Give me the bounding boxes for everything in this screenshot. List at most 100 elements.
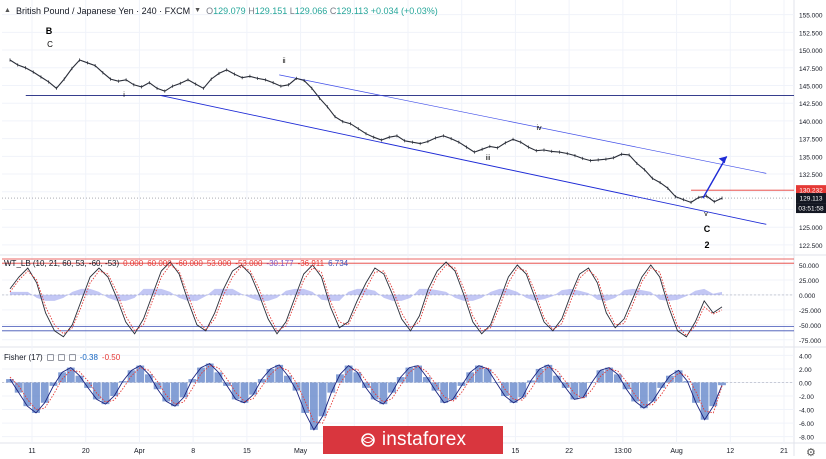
y-tick-label: 122.500 — [799, 243, 823, 250]
y-tick-label: 2.00 — [799, 367, 812, 374]
fisher-bar — [14, 382, 23, 393]
y-tick-label: 147.500 — [799, 66, 823, 73]
x-tick-label: 15 — [512, 448, 520, 455]
fisher-bar — [249, 382, 258, 395]
fisher-bar — [405, 367, 414, 383]
fisher-bar — [179, 382, 188, 398]
fisher-bar — [275, 364, 284, 383]
chart-header: ▲ British Pound / Japanese Yen · 240 · F… — [4, 4, 438, 18]
x-tick-label: Apr — [134, 448, 146, 455]
fisher-bar — [544, 364, 553, 383]
x-tick-label: 11 — [28, 448, 35, 455]
fisher-bar — [388, 382, 396, 393]
y-tick-label: 142.500 — [799, 101, 823, 108]
last-price-badge-bg — [796, 193, 826, 204]
fisher-bar — [257, 379, 266, 383]
wave-label-2: 2 — [704, 240, 709, 250]
fisher-panel — [2, 362, 794, 431]
fisher-bar — [431, 382, 440, 391]
collapse-chevron-icon[interactable]: ▲ — [4, 7, 11, 14]
fisher-bar — [579, 382, 587, 398]
fisher-bar — [171, 382, 179, 407]
fisher-bar — [145, 374, 153, 383]
fisher-bar — [6, 379, 14, 383]
wave-label-B: B — [46, 26, 53, 36]
y-tick-label: -25.000 — [799, 308, 821, 315]
projection-arrow — [702, 155, 728, 199]
fisher-bar — [709, 382, 718, 407]
y-tick-label: 137.500 — [799, 137, 823, 144]
fisher-bar — [266, 368, 275, 383]
x-tick-label: 13:00 — [614, 448, 632, 455]
y-tick-label: -6.00 — [799, 421, 814, 428]
fisher-bar — [718, 382, 726, 386]
fisher-bar — [648, 382, 657, 402]
visibility-toggle-icon[interactable] — [46, 354, 54, 361]
fisher-bar — [474, 365, 483, 383]
y-tick-label: -2.00 — [799, 394, 814, 401]
close-icon[interactable] — [68, 354, 76, 361]
fisher-bar — [32, 382, 40, 413]
fisher-bar — [700, 382, 709, 420]
symbol-title[interactable]: British Pound / Japanese Yen · 240 · FXC… — [16, 6, 191, 16]
fisher-bar — [344, 365, 353, 383]
wave-label-C-bottom: C — [704, 224, 711, 234]
wave-label-C-top: C — [47, 40, 53, 49]
watermark-text: instaforex — [381, 429, 467, 450]
y-tick-label: 0.00 — [799, 380, 812, 387]
fisher-bar — [301, 382, 310, 413]
y-tick-label: 132.500 — [799, 172, 823, 179]
y-tick-label: 4.00 — [799, 353, 812, 360]
fisher-bar — [483, 368, 492, 383]
fisher-title[interactable]: Fisher (17) — [4, 353, 43, 362]
timer-badge: 03:51:58 — [798, 206, 824, 213]
fisher-bar — [657, 382, 666, 388]
fisher-bar — [84, 382, 93, 388]
fisher-bar — [49, 382, 58, 386]
fisher-bar — [370, 382, 379, 400]
gear-icon[interactable]: ⚙ — [806, 447, 816, 459]
change-readout: +0.034 (+0.03%) — [370, 6, 438, 16]
x-tick-label: 21 — [780, 448, 788, 455]
wt-panel-title: WT_LB (10, 21, 60, 53, -60, -53) 0.000 6… — [4, 259, 349, 268]
wt2-line — [9, 264, 723, 337]
fisher-bar — [327, 382, 336, 393]
fisher-bar — [613, 374, 622, 383]
fisher-bar — [336, 374, 344, 383]
ohlc-readout: O129.079 H129.151 L129.066 C129.113 +0.0… — [206, 6, 438, 16]
y-tick-label: -8.00 — [799, 435, 814, 442]
wave-labels: B C i ii iii iv v C 2 — [46, 26, 711, 250]
fisher-bar — [639, 382, 648, 409]
fisher-bar — [40, 382, 49, 403]
fisher-bar — [396, 377, 405, 383]
wt-diff-area — [10, 288, 722, 301]
y-tick-label: 140.000 — [799, 119, 823, 126]
fisher-trigger-line — [9, 365, 723, 424]
fisher-bar — [318, 382, 327, 417]
fisher-bar — [457, 382, 466, 386]
x-tick-label: 15 — [243, 448, 251, 455]
settings-icon[interactable] — [57, 354, 65, 361]
fisher-line — [9, 362, 723, 431]
y-tick-label: -75.000 — [799, 338, 821, 345]
fisher-bar — [292, 382, 301, 391]
fisher-bar — [674, 370, 683, 383]
wt-title[interactable]: WT_LB (10, 21, 60, 53, -60, -53) — [4, 259, 120, 268]
fisher-bar — [231, 382, 240, 400]
fisher-bar — [353, 372, 362, 383]
fisher-bar — [518, 382, 527, 398]
fisher-bar — [622, 382, 631, 390]
x-tick-label: May — [294, 448, 308, 455]
y-tick-label: -50.000 — [799, 323, 821, 330]
chevron-down-icon[interactable]: ▼ — [194, 7, 202, 14]
fisher-bar — [414, 365, 423, 383]
fisher-bar — [205, 363, 214, 383]
fisher-bar — [110, 382, 119, 397]
y-tick-label: 25.000 — [799, 278, 819, 285]
y-tick-label: 125.000 — [799, 225, 823, 232]
fisher-bar — [631, 382, 640, 402]
wave-label-v: v — [704, 211, 708, 218]
fisher-bar — [101, 382, 110, 405]
fisher-bar — [362, 382, 370, 388]
